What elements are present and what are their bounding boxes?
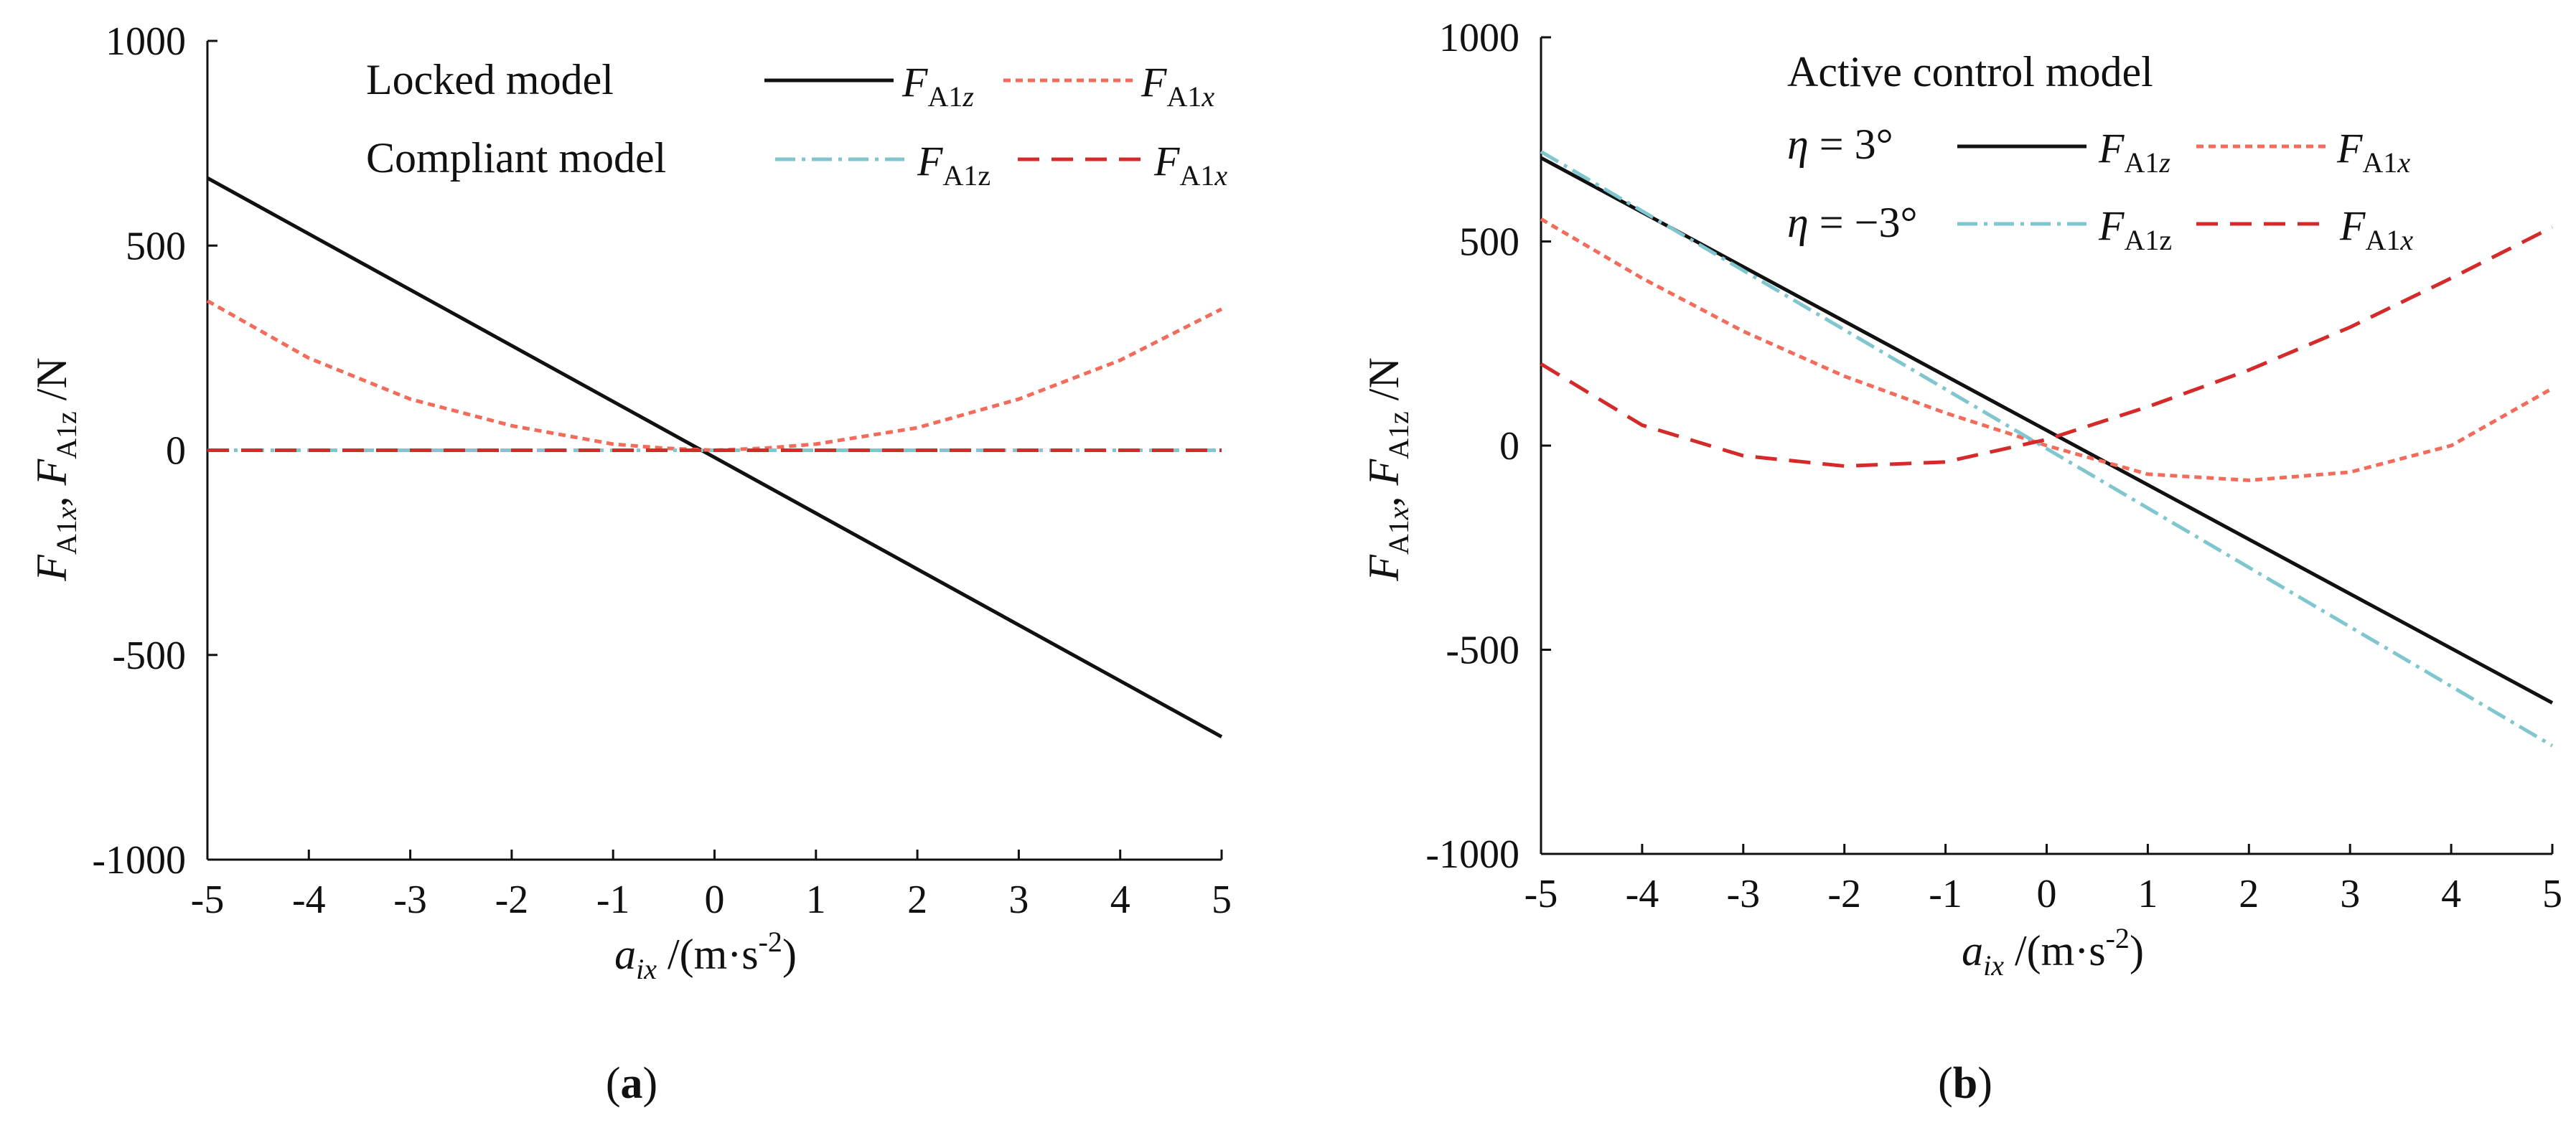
x-tick-label: 3 [1008,878,1029,922]
y-tick-label: 500 [1459,220,1519,265]
legend-group-locked: Locked model [366,56,614,103]
x-tick-label: 5 [2542,872,2562,916]
legend-label-eta-plus3-fa1z: FA1z [2098,125,2170,179]
legend-group-compliant: Compliant model [366,134,666,182]
x-tick-label: -4 [292,878,326,922]
x-tick-label: -3 [1726,872,1760,916]
series-line-b-3 [1540,225,2554,468]
y-tick-label: 0 [1499,424,1519,469]
series-line-b-1 [1540,217,2554,482]
x-tick-label: -1 [1929,872,1962,916]
series-line-b-2 [1540,150,2554,748]
legend-label-compliant-fa1x: FA1x [1153,138,1227,192]
legend-label-compliant-fa1z: FA1z [917,138,990,192]
x-tick-label: 4 [1110,878,1130,922]
panel-a-y-axis-title: FA1x, FA1z /N [28,357,83,582]
y-tick-label: 500 [126,224,186,268]
legend-title-active-control: Active control model [1787,48,2153,95]
x-tick-label: -1 [596,878,630,922]
y-tick-label: 1000 [106,19,186,64]
legend-label-locked-fa1z: FA1z [901,59,974,113]
series-line-a-1 [206,299,1223,452]
series-line-a-0 [206,176,1223,738]
x-tick-label: 2 [2239,872,2259,916]
legend-label-eta-minus3-fa1x: FA1x [2339,202,2413,256]
x-tick-label: -3 [393,878,427,922]
x-tick-label: 5 [1212,878,1232,922]
x-tick-label: 0 [2037,872,2057,916]
panel-a-legend: Locked model FA1z FA1x Compliant model F… [366,56,1227,192]
x-tick-label: -5 [1524,872,1558,916]
panel-a-chart: 1000 500 0 -500 -1000 -5 -4 -3 -2 -1 0 1 2 3 4 5 FA1x,… [28,19,1232,1108]
x-tick-label: -2 [495,878,529,922]
x-tick-label: 2 [907,878,927,922]
panel-b-x-axis-title: aix /(m·s-2) [1962,922,2144,982]
legend-label-eta-minus3-fa1z: FA1z [2098,202,2172,256]
y-tick-label: -500 [112,634,186,678]
x-tick-label: -2 [1827,872,1861,916]
panel-b-legend: Active control model η = 3° FA1z FA1x η … [1787,48,2413,256]
legend-label-locked-fa1x: FA1x [1141,59,1214,113]
panel-b-chart: 1000 500 0 -500 -1000 -5 -4 -3 -2 -1 0 1 2 3 4 5 FA1x,… [1360,16,2562,1108]
y-tick-label: -1000 [1425,832,1519,877]
legend-group-eta-minus3: η = −3° [1787,199,1917,246]
x-tick-label: -5 [191,878,225,922]
panel-a-label: (a) [606,1059,657,1108]
x-tick-label: 4 [2441,872,2461,916]
x-tick-label: 0 [705,878,725,922]
panel-b-y-axis-title: FA1x, FA1z /N [1360,357,1415,582]
y-tick-label: 1000 [1439,16,1519,60]
y-tick-label: 0 [166,429,186,474]
x-tick-label: 1 [806,878,826,922]
panel-b-label: (b) [1938,1059,1992,1108]
legend-label-eta-plus3-fa1x: FA1x [2336,125,2410,179]
x-tick-label: 1 [2137,872,2158,916]
y-tick-label: -1000 [92,838,186,883]
x-tick-label: -4 [1626,872,1659,916]
y-tick-label: -500 [1446,629,1519,673]
panel-a-x-axis-title: aix /(m·s-2) [614,926,797,985]
legend-group-eta-plus3: η = 3° [1787,121,1893,168]
x-tick-label: 3 [2340,872,2360,916]
